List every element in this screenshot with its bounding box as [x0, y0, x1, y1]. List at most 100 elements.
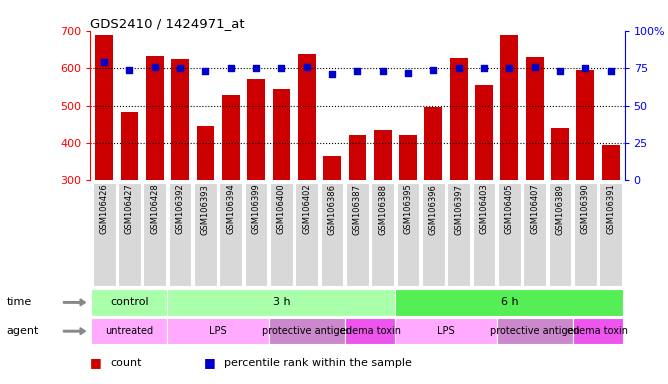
- FancyBboxPatch shape: [473, 183, 496, 286]
- Bar: [146, 56, 164, 180]
- FancyBboxPatch shape: [397, 183, 420, 286]
- Text: LPS: LPS: [438, 326, 455, 336]
- FancyBboxPatch shape: [448, 183, 470, 286]
- FancyBboxPatch shape: [574, 183, 597, 286]
- Text: GSM106403: GSM106403: [480, 184, 488, 235]
- Text: GSM106386: GSM106386: [327, 184, 337, 235]
- Bar: [500, 35, 518, 180]
- Bar: [450, 58, 468, 180]
- Text: 3 h: 3 h: [273, 297, 290, 308]
- Text: untreated: untreated: [106, 326, 154, 336]
- Point: [377, 68, 388, 74]
- FancyBboxPatch shape: [346, 183, 369, 286]
- Text: count: count: [110, 358, 142, 368]
- Text: time: time: [7, 297, 32, 308]
- Bar: [576, 70, 595, 180]
- Point: [150, 64, 160, 70]
- Text: GSM106399: GSM106399: [252, 184, 261, 235]
- Bar: [602, 145, 619, 180]
- FancyBboxPatch shape: [244, 183, 267, 286]
- FancyBboxPatch shape: [144, 183, 166, 286]
- FancyBboxPatch shape: [497, 318, 572, 344]
- FancyBboxPatch shape: [169, 183, 192, 286]
- FancyBboxPatch shape: [395, 318, 497, 344]
- Point: [124, 66, 135, 73]
- Point: [276, 65, 287, 71]
- Bar: [298, 54, 315, 180]
- Bar: [120, 112, 138, 180]
- Text: 6 h: 6 h: [500, 297, 518, 308]
- Text: ■: ■: [90, 356, 102, 369]
- Bar: [526, 57, 544, 180]
- Text: ■: ■: [204, 356, 216, 369]
- Point: [580, 65, 591, 71]
- FancyBboxPatch shape: [219, 183, 242, 286]
- Text: agent: agent: [7, 326, 39, 336]
- FancyBboxPatch shape: [168, 289, 395, 316]
- FancyBboxPatch shape: [194, 183, 217, 286]
- Text: GSM106402: GSM106402: [302, 184, 311, 234]
- Text: GDS2410 / 1424971_at: GDS2410 / 1424971_at: [90, 17, 244, 30]
- FancyBboxPatch shape: [321, 183, 343, 286]
- Text: LPS: LPS: [209, 326, 227, 336]
- FancyBboxPatch shape: [422, 183, 445, 286]
- Point: [605, 68, 616, 74]
- Point: [403, 70, 413, 76]
- Text: edema toxin: edema toxin: [568, 326, 629, 336]
- Bar: [196, 126, 214, 180]
- Text: GSM106407: GSM106407: [530, 184, 539, 235]
- Text: GSM106389: GSM106389: [556, 184, 564, 235]
- Text: GSM106405: GSM106405: [505, 184, 514, 234]
- Text: protective antigen: protective antigen: [262, 326, 351, 336]
- Text: GSM106394: GSM106394: [226, 184, 235, 235]
- Point: [504, 65, 514, 71]
- Point: [352, 68, 363, 74]
- Point: [200, 68, 211, 74]
- Bar: [96, 35, 113, 180]
- Text: GSM106396: GSM106396: [429, 184, 438, 235]
- Point: [301, 64, 312, 70]
- FancyBboxPatch shape: [548, 183, 571, 286]
- Text: GSM106393: GSM106393: [201, 184, 210, 235]
- Bar: [349, 135, 366, 180]
- Bar: [475, 84, 493, 180]
- Text: protective antigen: protective antigen: [490, 326, 580, 336]
- FancyBboxPatch shape: [118, 183, 141, 286]
- FancyBboxPatch shape: [93, 183, 116, 286]
- FancyBboxPatch shape: [295, 183, 318, 286]
- Bar: [247, 79, 265, 180]
- Point: [250, 65, 261, 71]
- Point: [175, 65, 186, 71]
- Bar: [273, 89, 291, 180]
- FancyBboxPatch shape: [523, 183, 546, 286]
- Point: [554, 68, 565, 74]
- Bar: [424, 107, 442, 180]
- FancyBboxPatch shape: [269, 318, 345, 344]
- Text: GSM106387: GSM106387: [353, 184, 362, 235]
- Bar: [171, 59, 189, 180]
- Point: [454, 65, 464, 71]
- Text: GSM106395: GSM106395: [403, 184, 413, 235]
- Bar: [374, 129, 391, 180]
- Bar: [323, 156, 341, 180]
- Bar: [222, 95, 240, 180]
- FancyBboxPatch shape: [92, 289, 168, 316]
- Point: [529, 64, 540, 70]
- Text: GSM106397: GSM106397: [454, 184, 463, 235]
- FancyBboxPatch shape: [270, 183, 293, 286]
- FancyBboxPatch shape: [168, 318, 269, 344]
- Bar: [551, 128, 569, 180]
- FancyBboxPatch shape: [395, 289, 623, 316]
- FancyBboxPatch shape: [345, 318, 395, 344]
- FancyBboxPatch shape: [599, 183, 622, 286]
- Text: percentile rank within the sample: percentile rank within the sample: [224, 358, 411, 368]
- FancyBboxPatch shape: [92, 318, 168, 344]
- Text: GSM106388: GSM106388: [378, 184, 387, 235]
- Point: [428, 66, 439, 73]
- Text: GSM106428: GSM106428: [150, 184, 159, 235]
- Point: [225, 65, 236, 71]
- Bar: [399, 135, 417, 180]
- Text: control: control: [110, 297, 149, 308]
- FancyBboxPatch shape: [498, 183, 521, 286]
- Text: GSM106426: GSM106426: [100, 184, 109, 235]
